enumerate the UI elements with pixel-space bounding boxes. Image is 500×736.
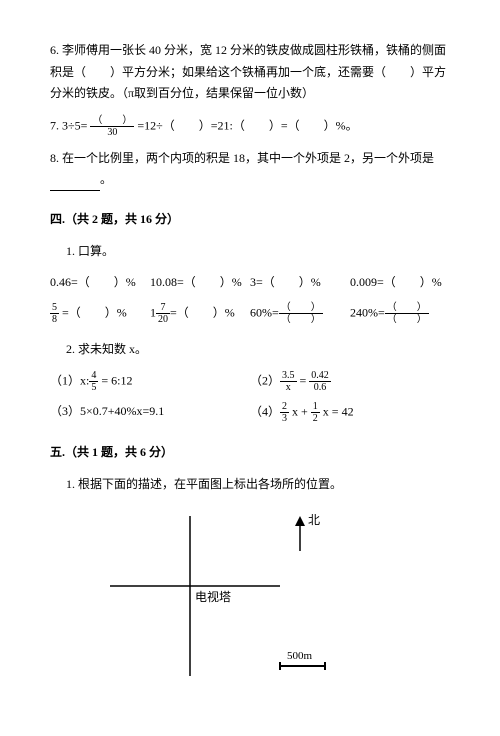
r2c3: 60%= （ ） （ ） — [250, 302, 350, 325]
r1c4: 0.009=（ ）% — [350, 272, 450, 294]
eq1-frac: 4 5 — [89, 370, 98, 393]
question-6: 6. 李师傅用一张长 40 分米，宽 12 分米的铁皮做成圆柱形铁桶，铁桶的侧面… — [50, 40, 450, 105]
r1c1: 0.46=（ ）% — [50, 272, 150, 294]
eq4-d1: 3 — [280, 413, 289, 424]
eq4-d2: 2 — [311, 413, 320, 424]
r2c1: 5 8 =（ ）% — [50, 302, 150, 325]
r2c1-num: 5 — [50, 302, 59, 314]
eq4: （4） 2 3 x + 1 2 x = 42 — [250, 401, 450, 424]
s4-q2-row2: （3）5×0.7+40%x=9.1 （4） 2 3 x + 1 2 x = 42 — [50, 401, 450, 424]
r2c2-num: 7 — [156, 302, 170, 314]
eq4-frac1: 2 3 — [280, 401, 289, 424]
eq2-n1: 3.5 — [280, 370, 297, 382]
s4-q2-label: 2. 求未知数 x。 — [66, 339, 450, 361]
north-label: 北 — [308, 513, 320, 527]
question-8: 8. 在一个比例里，两个内项的积是 18，其中一个外项是 2，另一个外项是 。 — [50, 148, 450, 191]
r2c1-tail: =（ ）% — [59, 305, 127, 319]
q7-frac-den: 30 — [90, 127, 134, 138]
r2c4-frac: （ ） （ ） — [385, 302, 429, 325]
r1c3: 3=（ ）% — [250, 272, 350, 294]
q7-prefix: 7. 3÷5= — [50, 118, 87, 132]
s4-q2-row1: （1）x: 4 5 = 6:12 （2） 3.5 x = 0.42 0.6 — [50, 370, 450, 393]
eq1: （1）x: 4 5 = 6:12 — [50, 370, 250, 393]
q7-frac-num: （ ） — [90, 115, 134, 127]
s4-q1-label: 1. 口算。 — [66, 241, 450, 263]
eq4-pre: （4） — [250, 405, 280, 419]
eq4-tail: x = 42 — [320, 405, 354, 419]
r2c3-frac: （ ） （ ） — [279, 302, 323, 325]
center-label: 电视塔 — [195, 589, 231, 604]
r2c2-frac: 7 20 — [156, 302, 170, 325]
section-5-title: 五.（共 1 题，共 6 分） — [50, 442, 450, 464]
eq2-frac1: 3.5 x — [280, 370, 297, 393]
r2c2: 1 7 20 =（ ）% — [150, 302, 250, 325]
r2c4-pre: 240%= — [350, 305, 385, 319]
r2c2-tail: =（ ）% — [170, 305, 235, 319]
r2c3-den: （ ） — [279, 314, 323, 325]
eq3: （3）5×0.7+40%x=9.1 — [50, 401, 250, 424]
eq2-frac2: 0.42 0.6 — [309, 370, 331, 393]
eq2-d1: x — [280, 382, 297, 393]
eq1-den: 5 — [89, 382, 98, 393]
eq2-pre: （2） — [250, 374, 280, 388]
r2c4-den: （ ） — [385, 314, 429, 325]
eq4-mid: x + — [289, 405, 311, 419]
r2c4: 240%= （ ） （ ） — [350, 302, 450, 325]
q8-text: 8. 在一个比例里，两个内项的积是 18，其中一个外项是 2，另一个外项是 — [50, 151, 434, 165]
eq4-frac2: 1 2 — [311, 401, 320, 424]
s4-q1-row2: 5 8 =（ ）% 1 7 20 =（ ）% 60%= （ ） （ ） 240%… — [50, 302, 450, 325]
r2c2-den: 20 — [156, 314, 170, 325]
north-arrow-head — [295, 516, 305, 526]
eq2: （2） 3.5 x = 0.42 0.6 — [250, 370, 450, 393]
r2c3-pre: 60%= — [250, 305, 279, 319]
question-7: 7. 3÷5= （ ） 30 =12÷（ ）=21:（ ）=（ ）%。 — [50, 115, 450, 138]
s4-q1-row1: 0.46=（ ）% 10.08=（ ）% 3=（ ）% 0.009=（ ）% — [50, 272, 450, 294]
eq2-mid: = — [297, 374, 310, 388]
map-diagram: 北 电视塔 500m — [90, 506, 370, 696]
r2c4-num: （ ） — [385, 302, 429, 314]
eq1-tail: = 6:12 — [98, 374, 132, 388]
q6-text: 6. 李师傅用一张长 40 分米，宽 12 分米的铁皮做成圆柱形铁桶，铁桶的侧面… — [50, 43, 446, 100]
eq2-d2: 0.6 — [309, 382, 331, 393]
eq2-n2: 0.42 — [309, 370, 331, 382]
s5-q1-label: 1. 根据下面的描述，在平面图上标出各场所的位置。 — [66, 474, 450, 496]
r1c2: 10.08=（ ）% — [150, 272, 250, 294]
eq1-pre: （1）x: — [50, 374, 89, 388]
r2c1-frac: 5 8 — [50, 302, 59, 325]
q7-mid: =12÷（ ）=21:（ ）=（ ）%。 — [137, 118, 357, 132]
eq4-n2: 1 — [311, 401, 320, 413]
scale-label: 500m — [287, 650, 313, 662]
q7-fraction: （ ） 30 — [90, 115, 134, 138]
r2c3-num: （ ） — [279, 302, 323, 314]
eq1-num: 4 — [89, 370, 98, 382]
eq4-n1: 2 — [280, 401, 289, 413]
r2c1-den: 8 — [50, 314, 59, 325]
q8-blank — [50, 190, 100, 191]
q8-period: 。 — [100, 172, 112, 186]
section-4-title: 四.（共 2 题，共 16 分） — [50, 209, 450, 231]
